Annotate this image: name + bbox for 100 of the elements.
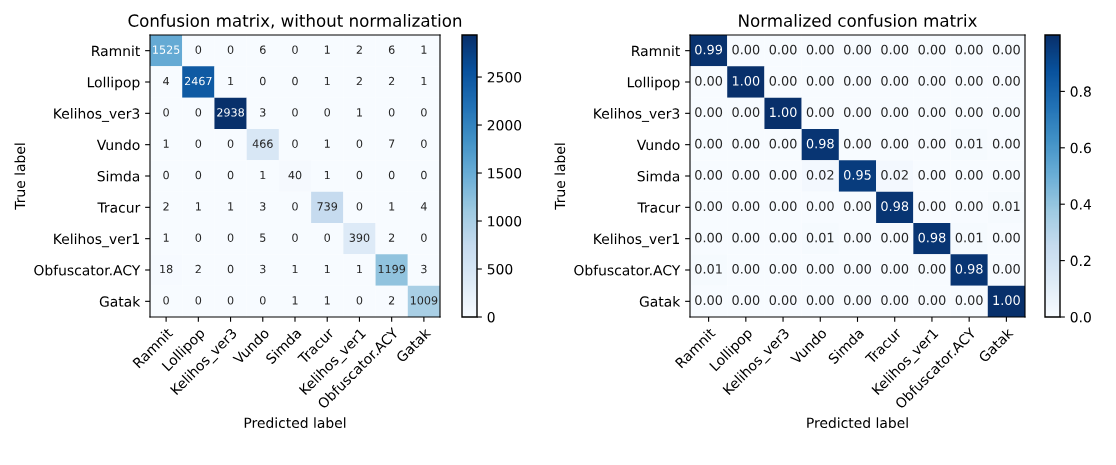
data-label: 3 <box>260 202 266 211</box>
chart-title: Confusion matrix, without normalization <box>128 14 462 29</box>
data-label: 1 <box>324 139 330 148</box>
data-label: 0.00 <box>918 138 946 149</box>
data-label: 0 <box>356 202 363 211</box>
data-label: 1 <box>357 264 362 274</box>
data-label: 1 <box>163 233 169 242</box>
data-label: 0 <box>421 233 427 242</box>
data-label: 0.00 <box>881 232 909 243</box>
data-label: 0.00 <box>769 44 797 55</box>
data-label: 0.95 <box>844 169 871 180</box>
data-label: 0.00 <box>992 107 1020 118</box>
data-label: 0.00 <box>918 107 946 118</box>
data-label: 0 <box>292 233 298 242</box>
data-label: 0.00 <box>918 169 946 180</box>
data-label: 1 <box>260 170 266 180</box>
data-label: 1 <box>324 264 330 274</box>
data-label: 0.99 <box>695 44 723 55</box>
data-label: 2 <box>388 296 395 305</box>
data-label: 0.00 <box>732 107 760 118</box>
data-label: 0.00 <box>844 232 871 243</box>
data-label: 7 <box>389 139 395 148</box>
color-bar-label: 0.6 <box>1070 142 1091 154</box>
data-label: 0 <box>163 296 169 305</box>
data-label: 3 <box>421 264 427 274</box>
data-label: 1525 <box>153 45 180 54</box>
y-tick-label: Vundo <box>636 139 680 151</box>
data-label: 4 <box>163 76 170 86</box>
data-label: 0.00 <box>844 138 871 149</box>
data-label: 0.00 <box>695 138 723 149</box>
data-label: 0.00 <box>918 44 946 55</box>
data-label: 0.00 <box>881 75 909 86</box>
y-tick-label: Obfuscator.ACY <box>574 264 681 276</box>
data-label: 0.01 <box>955 138 983 149</box>
data-label: 1 <box>421 76 427 86</box>
data-label: 0 <box>195 170 202 180</box>
data-label: 0 <box>421 108 427 117</box>
data-label: 0 <box>292 202 298 211</box>
data-label: 0.00 <box>695 201 723 212</box>
data-label: 6 <box>260 45 266 54</box>
y-tick-label: Kelihos_ver1 <box>54 233 139 248</box>
data-label: 0.02 <box>806 169 834 180</box>
data-label: 0.00 <box>881 107 909 118</box>
y-tick-label: Kelihos_ver1 <box>594 233 679 248</box>
data-label: 0.00 <box>992 138 1020 149</box>
data-label: 0.01 <box>695 263 722 274</box>
data-label: 0.00 <box>844 295 871 306</box>
data-label: 0 <box>195 139 202 148</box>
data-label: 1 <box>324 76 330 86</box>
data-label: 0.00 <box>955 75 983 86</box>
color-bar-label: 0.4 <box>1070 199 1092 210</box>
data-label: 0.00 <box>992 232 1020 243</box>
data-label: 0.01 <box>806 232 834 243</box>
x-axis-title: Predicted label <box>807 417 908 429</box>
data-label: 2 <box>388 76 395 86</box>
data-label: 0.00 <box>844 107 871 118</box>
y-tick-label: Lollipop <box>627 76 680 91</box>
data-label: 0.00 <box>769 75 797 86</box>
data-label: 0.00 <box>695 295 723 306</box>
x-axis-title: Predicted label <box>244 417 346 429</box>
color-bar-label: 0.0 <box>1070 311 1091 323</box>
y-tick-label: Gatak <box>99 296 141 307</box>
y-axis-title: True label <box>14 143 26 210</box>
chart-title: Normalized confusion matrix <box>739 14 977 27</box>
data-label: 0 <box>292 45 298 54</box>
data-label: 0.00 <box>695 107 723 118</box>
y-tick-label: Kelihos_ver3 <box>594 108 680 122</box>
data-label: 1 <box>292 264 298 274</box>
data-label: 0 <box>259 76 266 86</box>
data-label: 0.00 <box>769 232 797 243</box>
data-label: 0.00 <box>844 263 871 274</box>
color-bar-label: 0.8 <box>1070 86 1091 97</box>
data-label: 2 <box>163 202 169 211</box>
y-tick-label: Obfuscator.ACY <box>34 264 141 276</box>
data-label: 0.00 <box>881 44 909 55</box>
data-label: 1199 <box>378 264 406 274</box>
data-label: 0 <box>292 76 298 86</box>
data-label: 2 <box>195 264 201 274</box>
data-label: 0 <box>259 296 266 305</box>
data-label: 0 <box>163 108 169 117</box>
data-label: 2 <box>356 45 362 54</box>
data-label: 0 <box>421 170 427 180</box>
data-label: 0.98 <box>918 232 946 243</box>
data-label: 0 <box>356 139 363 148</box>
data-label: 1.00 <box>770 107 797 118</box>
data-label: 0.00 <box>881 295 909 306</box>
data-label: 0.00 <box>732 232 760 243</box>
data-label: 0.00 <box>769 169 797 180</box>
data-label: 0 <box>227 170 234 180</box>
data-label: 0.00 <box>955 295 983 306</box>
y-tick-label: Kelihos_ver3 <box>54 108 140 122</box>
data-label: 1 <box>292 296 298 305</box>
data-label: 2 <box>388 233 395 242</box>
data-label: 0 <box>227 45 234 54</box>
data-label: 0.01 <box>992 201 1020 212</box>
y-tick-label: Gatak <box>639 296 681 307</box>
data-label: 0.02 <box>881 169 908 180</box>
y-tick-label: Simda <box>97 170 140 182</box>
y-tick-label: Lollipop <box>87 76 140 91</box>
data-label: 0.00 <box>732 138 760 149</box>
